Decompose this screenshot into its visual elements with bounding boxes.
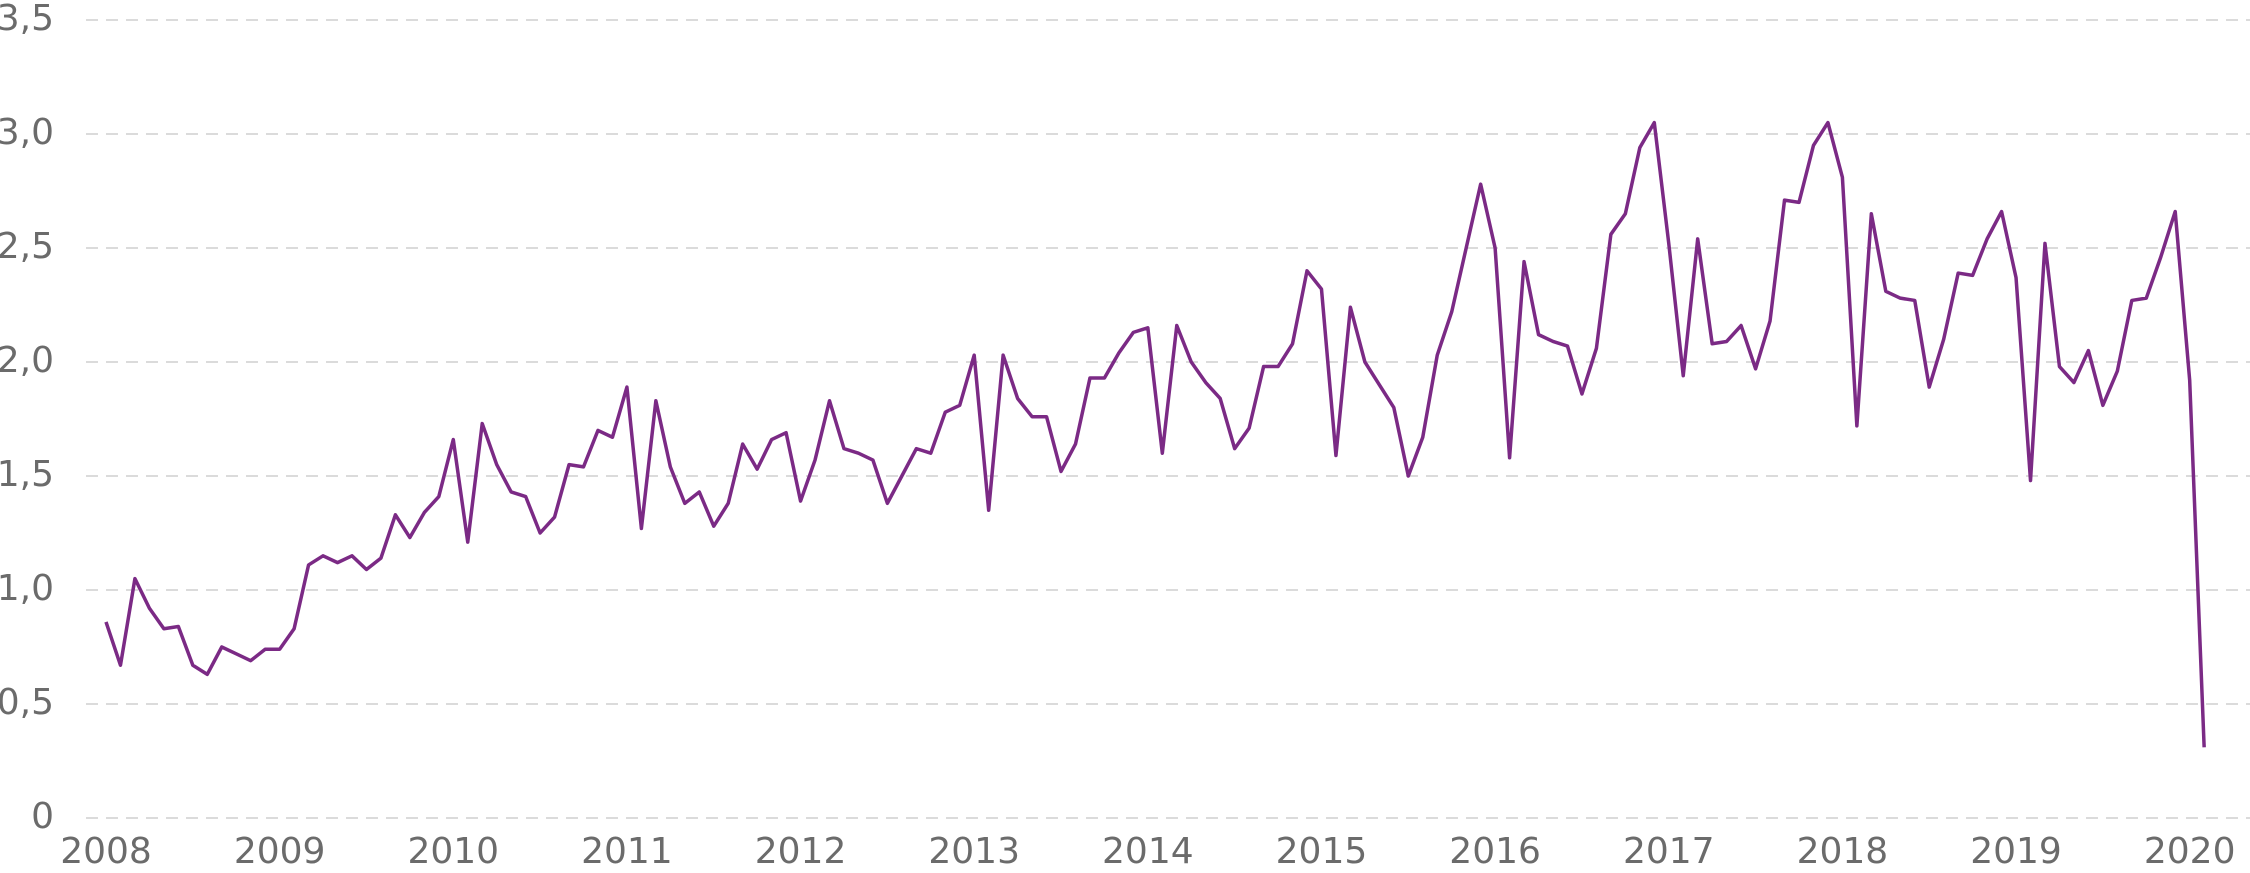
x-tick-label: 2012 (755, 831, 847, 872)
y-tick-label: 1,0 (0, 568, 54, 609)
x-tick-label: 2013 (928, 831, 1020, 872)
x-tick-label: 2016 (1449, 831, 1541, 872)
x-tick-label: 2018 (1797, 831, 1889, 872)
y-tick-label: 0 (31, 796, 54, 837)
y-tick-label: 2,5 (0, 226, 54, 267)
data-line (104, 120, 2206, 748)
x-tick-label: 2020 (2144, 831, 2236, 872)
x-tick-label: 2008 (60, 831, 152, 872)
x-tick-label: 2011 (581, 831, 673, 872)
x-tick-label: 2014 (1102, 831, 1194, 872)
y-tick-label: 2,0 (0, 340, 54, 381)
y-tick-label: 1,5 (0, 454, 54, 495)
x-tick-label: 2017 (1623, 831, 1715, 872)
y-tick-label: 3,0 (0, 112, 54, 153)
y-tick-label: 3,5 (0, 0, 54, 39)
x-tick-label: 2010 (407, 831, 499, 872)
x-tick-label: 2015 (1276, 831, 1368, 872)
x-tick-label: 2019 (1970, 831, 2062, 872)
y-tick-label: 0,5 (0, 682, 54, 723)
x-tick-label: 2009 (234, 831, 326, 872)
